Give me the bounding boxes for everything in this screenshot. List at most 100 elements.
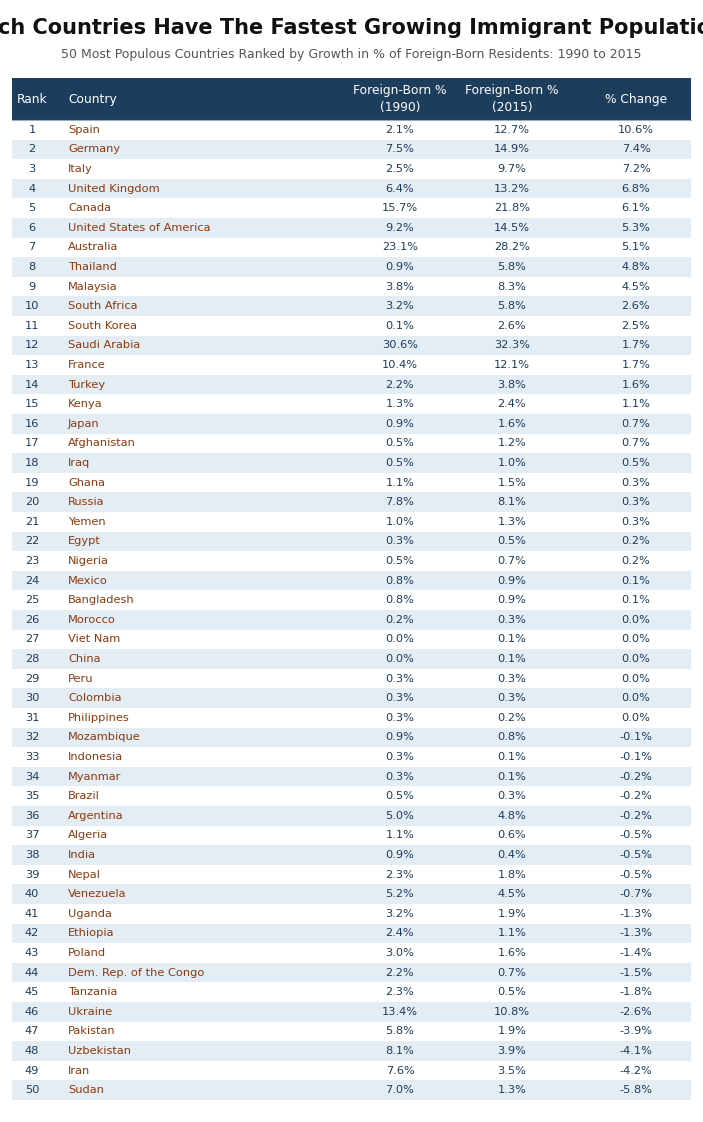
Bar <box>12 826 691 845</box>
Text: 0.5%: 0.5% <box>498 536 527 546</box>
Text: Germany: Germany <box>68 145 120 155</box>
Text: 5.2%: 5.2% <box>386 890 414 899</box>
Text: 3.2%: 3.2% <box>386 909 414 919</box>
Text: 3.9%: 3.9% <box>498 1046 527 1056</box>
Text: 6.4%: 6.4% <box>386 184 414 194</box>
Text: 0.4%: 0.4% <box>498 850 527 859</box>
Text: Nigeria: Nigeria <box>68 557 109 565</box>
Bar <box>12 983 691 1002</box>
Text: 26: 26 <box>25 615 39 625</box>
Text: -0.2%: -0.2% <box>619 772 652 782</box>
Text: 0.3%: 0.3% <box>498 791 527 801</box>
Text: 23: 23 <box>25 557 39 565</box>
Text: 33: 33 <box>25 752 39 762</box>
Text: 4.8%: 4.8% <box>498 811 527 821</box>
Bar <box>12 669 691 689</box>
Text: 0.3%: 0.3% <box>385 772 415 782</box>
Text: 3.2%: 3.2% <box>386 301 414 311</box>
Text: 0.7%: 0.7% <box>498 557 527 565</box>
Text: Viet Nam: Viet Nam <box>68 634 120 644</box>
Text: 3.5%: 3.5% <box>498 1066 527 1076</box>
Text: 1.0%: 1.0% <box>498 458 527 468</box>
Bar <box>12 335 691 356</box>
Text: 0.9%: 0.9% <box>498 576 527 586</box>
Text: Venezuela: Venezuela <box>68 890 127 899</box>
Text: 4: 4 <box>28 184 36 194</box>
Text: Iran: Iran <box>68 1066 90 1076</box>
Bar <box>12 414 691 433</box>
Text: Tanzania: Tanzania <box>68 987 117 997</box>
Text: 1.6%: 1.6% <box>498 948 527 958</box>
Text: 0.3%: 0.3% <box>621 517 650 527</box>
Text: 6.8%: 6.8% <box>621 184 650 194</box>
Text: 42: 42 <box>25 928 39 938</box>
Text: 2.4%: 2.4% <box>386 928 414 938</box>
Text: 0.3%: 0.3% <box>385 712 415 723</box>
Text: 6: 6 <box>28 223 36 232</box>
Text: -1.4%: -1.4% <box>619 948 652 958</box>
Text: 0.0%: 0.0% <box>621 712 650 723</box>
Text: 0.2%: 0.2% <box>498 712 527 723</box>
Text: South Africa: South Africa <box>68 301 138 311</box>
Text: 4.5%: 4.5% <box>498 890 527 899</box>
Text: 0.0%: 0.0% <box>385 634 415 644</box>
Text: Foreign-Born %
(2015): Foreign-Born % (2015) <box>465 84 559 113</box>
Text: Country: Country <box>68 92 117 105</box>
Text: Colombia: Colombia <box>68 693 122 703</box>
Bar <box>12 571 691 590</box>
Text: Mexico: Mexico <box>68 576 108 586</box>
Text: 2.3%: 2.3% <box>386 870 414 880</box>
Text: 9.7%: 9.7% <box>498 164 527 174</box>
Text: 8.1%: 8.1% <box>385 1046 415 1056</box>
Text: 37: 37 <box>25 830 39 840</box>
Text: Foreign-Born %
(1990): Foreign-Born % (1990) <box>353 84 446 113</box>
Text: China: China <box>68 654 101 664</box>
Text: India: India <box>68 850 96 859</box>
Bar <box>12 747 691 766</box>
Text: 0.2%: 0.2% <box>621 557 650 565</box>
Bar <box>12 865 691 884</box>
Text: 1.1%: 1.1% <box>498 928 527 938</box>
Text: 0.5%: 0.5% <box>621 458 650 468</box>
Text: 1.9%: 1.9% <box>498 909 527 919</box>
Bar <box>12 472 691 493</box>
Bar <box>12 787 691 806</box>
Text: Spain: Spain <box>68 125 100 135</box>
Text: Philippines: Philippines <box>68 712 130 723</box>
Text: 0.0%: 0.0% <box>621 634 650 644</box>
Text: 0.7%: 0.7% <box>621 419 650 429</box>
Text: 7.8%: 7.8% <box>385 497 415 507</box>
Text: 1.1%: 1.1% <box>385 830 415 840</box>
Text: 48: 48 <box>25 1046 39 1056</box>
Text: 0.9%: 0.9% <box>385 733 415 743</box>
Text: -0.1%: -0.1% <box>619 752 652 762</box>
Text: 5.8%: 5.8% <box>385 1027 415 1037</box>
Bar <box>12 884 691 904</box>
Text: 0.3%: 0.3% <box>385 673 415 683</box>
Text: -4.2%: -4.2% <box>619 1066 652 1076</box>
Text: 1.7%: 1.7% <box>621 360 650 370</box>
Bar <box>12 218 691 238</box>
Text: 2.2%: 2.2% <box>386 379 414 389</box>
Text: 2.2%: 2.2% <box>386 967 414 977</box>
Text: 5.1%: 5.1% <box>621 242 650 252</box>
Bar <box>12 708 691 727</box>
Text: Morocco: Morocco <box>68 615 116 625</box>
Text: 0.3%: 0.3% <box>385 693 415 703</box>
Text: Myanmar: Myanmar <box>68 772 122 782</box>
Text: Nepal: Nepal <box>68 870 101 880</box>
Text: -0.5%: -0.5% <box>619 850 652 859</box>
Text: -5.8%: -5.8% <box>619 1085 652 1095</box>
Text: 5.0%: 5.0% <box>385 811 415 821</box>
Text: -0.7%: -0.7% <box>619 890 652 899</box>
Text: 2.1%: 2.1% <box>386 125 414 135</box>
Text: 13.4%: 13.4% <box>382 1006 418 1017</box>
Text: Italy: Italy <box>68 164 93 174</box>
Text: 14.5%: 14.5% <box>494 223 530 232</box>
Text: Sudan: Sudan <box>68 1085 104 1095</box>
Text: 0.1%: 0.1% <box>498 772 527 782</box>
Text: Malaysia: Malaysia <box>68 282 117 292</box>
Text: 1: 1 <box>28 125 36 135</box>
Text: 2.5%: 2.5% <box>621 321 650 331</box>
Text: 0.3%: 0.3% <box>498 615 527 625</box>
